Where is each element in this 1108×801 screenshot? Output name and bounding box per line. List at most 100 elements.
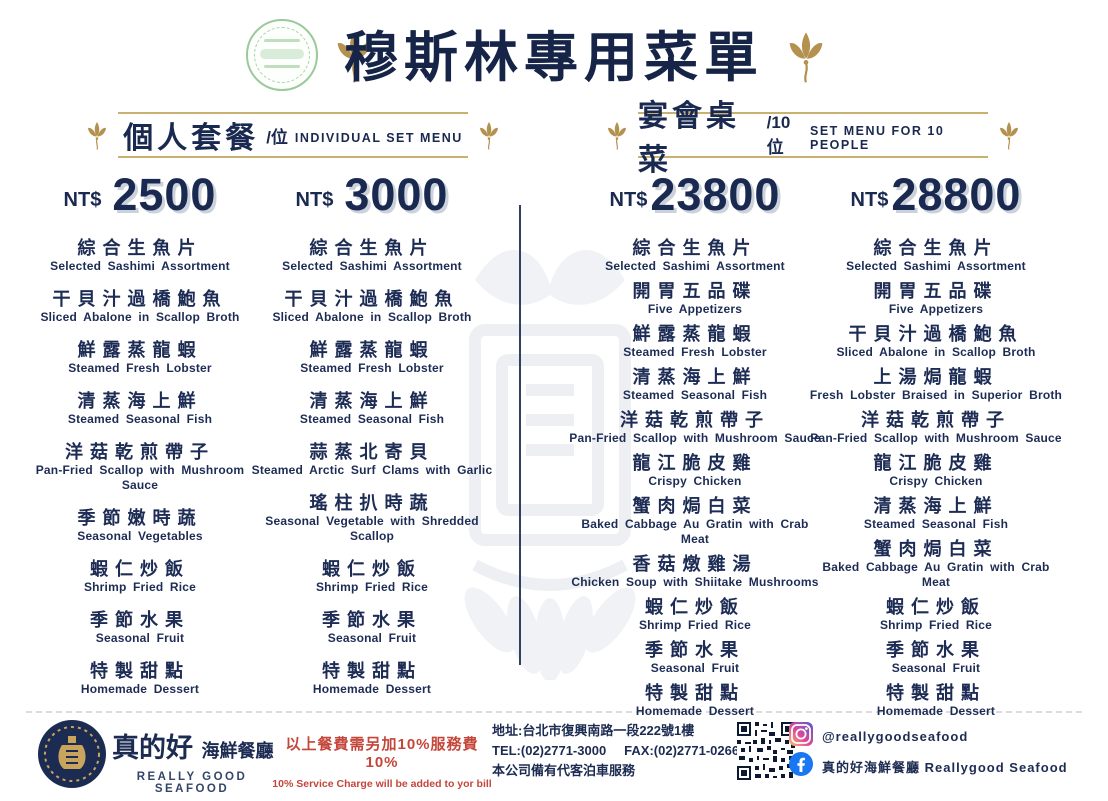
item-name-en: Pan-Fried Scallop with Mushroom Sauce	[569, 431, 821, 445]
menu-item: 開胃五品碟 Five Appetizers	[568, 281, 822, 317]
item-name-zh: 特製甜點	[322, 661, 422, 681]
item-name-zh: 清蒸海上鮮	[309, 391, 435, 411]
center-divider	[519, 205, 521, 665]
item-name-zh: 鮮露蒸龍蝦	[632, 324, 758, 344]
section-title-en: INDIVIDUAL SET MENU	[294, 131, 463, 145]
item-name-en: Baked Cabbage Au Gratin with Crab Meat	[581, 517, 809, 546]
valet-line: 本公司備有代客泊車服務	[492, 763, 636, 778]
item-name-en: Seasonal Fruit	[650, 661, 740, 675]
price-amount: 3000	[344, 169, 449, 220]
service-note: 以上餐費需另加10%服務費10% 10% Service Charge will…	[272, 733, 492, 790]
item-name-en: Steamed Arctic Surf Clams with Garlic	[251, 463, 493, 477]
banner-ornament-icon	[606, 120, 628, 150]
item-name-en: Chicken Soup with Shiitake Mushrooms	[571, 575, 819, 589]
price-amount: 23800	[650, 169, 781, 220]
item-name-zh: 特製甜點	[645, 683, 745, 703]
menu-item: 洋菇乾煎帶子 Pan-Fried Scallop with Mushroom S…	[568, 410, 822, 446]
menu-item: 干貝汁過橋鮑魚 Sliced Abalone in Scallop Broth	[16, 289, 264, 325]
menu-item: 鮮露蒸龍蝦 Steamed Fresh Lobster	[250, 340, 494, 376]
item-name-en: Shrimp Fried Rice	[315, 580, 429, 594]
menu-item-list: 綜合生魚片 Selected Sashimi Assortment 干貝汁過橋鮑…	[16, 238, 264, 697]
item-name-zh: 綜合生魚片	[632, 238, 758, 258]
price-currency: NT$	[850, 189, 889, 211]
menu-item: 蟹肉焗白菜 Baked Cabbage Au Gratin with Crab …	[568, 496, 822, 547]
brand-name-zh-main: 真的好	[112, 733, 193, 763]
item-name-zh: 洋菇乾煎帶子	[861, 410, 1011, 430]
menu-item: 干貝汁過橋鮑魚 Sliced Abalone in Scallop Broth	[250, 289, 494, 325]
menu-item: 開胃五品碟 Five Appetizers	[808, 281, 1064, 317]
menu-item: 蟹肉焗白菜 Baked Cabbage Au Gratin with Crab …	[808, 539, 1064, 590]
menu-item: 特製甜點 Homemade Dessert	[250, 661, 494, 697]
item-name-en: Selected Sashimi Assortment	[282, 259, 462, 273]
item-name-zh: 清蒸海上鮮	[632, 367, 758, 387]
item-name-zh: 蟹肉焗白菜	[873, 539, 999, 559]
item-name-zh: 特製甜點	[886, 683, 986, 703]
menu-item: 洋菇乾煎帶子 Pan-Fried Scallop with Mushroom S…	[16, 442, 264, 493]
price-amount: 28800	[891, 169, 1022, 220]
item-name-en: Pan-Fried Scallop with Mushroom Sauce	[810, 431, 1062, 445]
menu-item: 清蒸海上鮮 Steamed Seasonal Fish	[16, 391, 264, 427]
item-name-en: Homemade Dessert	[80, 682, 200, 696]
menu-item: 清蒸海上鮮 Steamed Seasonal Fish	[250, 391, 494, 427]
item-name-zh: 上湯焗龍蝦	[873, 367, 999, 387]
menu-item: 季節水果 Seasonal Fruit	[808, 640, 1064, 676]
menu-item-list: 綜合生魚片 Selected Sashimi Assortment 開胃五品碟 …	[568, 238, 822, 719]
instagram-link[interactable]: @reallygoodseafood	[789, 722, 968, 751]
item-name-en: Selected Sashimi Assortment	[846, 259, 1026, 273]
item-name-zh: 香菇燉雞湯	[632, 554, 758, 574]
menu-item: 鮮露蒸龍蝦 Steamed Fresh Lobster	[16, 340, 264, 376]
menu-item: 特製甜點 Homemade Dessert	[568, 683, 822, 719]
menu-item: 龍江脆皮雞 Crispy Chicken	[808, 453, 1064, 489]
item-name-zh: 開胃五品碟	[632, 281, 758, 301]
item-name-zh: 清蒸海上鮮	[873, 496, 999, 516]
item-name-en: Sliced Abalone in Scallop Broth	[272, 310, 472, 324]
item-name-en: Steamed Seasonal Fish	[863, 517, 1009, 531]
facebook-name: 真的好海鮮餐廳 Reallygood Seafood	[822, 760, 1068, 775]
menu-item: 季節水果 Seasonal Fruit	[568, 640, 822, 676]
item-name-zh: 綜合生魚片	[77, 238, 203, 258]
qr-code[interactable]	[737, 722, 795, 780]
item-name-en: Sliced Abalone in Scallop Broth	[836, 345, 1036, 359]
item-name-zh: 龍江脆皮雞	[632, 453, 758, 473]
menu-item: 清蒸海上鮮 Steamed Seasonal Fish	[808, 496, 1064, 532]
item-name-en: Shrimp Fried Rice	[879, 618, 993, 632]
section-banner-individual: 個人套餐 /位 INDIVIDUAL SET MENU	[86, 112, 500, 158]
price: NT$ 2500	[16, 168, 264, 218]
menu-item: 蝦仁炒飯 Shrimp Fried Rice	[250, 559, 494, 595]
facebook-link[interactable]: 真的好海鮮餐廳 Reallygood Seafood	[789, 752, 1068, 781]
item-name-en: Steamed Fresh Lobster	[68, 361, 212, 375]
item-name-zh: 干貝汁過橋鮑魚	[52, 289, 228, 309]
service-note-zh: 以上餐費需另加10%服務費10%	[285, 736, 479, 771]
item-name-en: Baked Cabbage Au Gratin with Crab Meat	[822, 560, 1050, 589]
phone-line: TEL:(02)2771-3000 FAX:(02)2771-0266	[492, 741, 742, 761]
brand-block: 真的好 海鮮餐廳 REALLY GOOD SEAFOOD	[112, 726, 273, 795]
facebook-icon	[789, 752, 813, 781]
item-name-zh: 季節水果	[886, 640, 986, 660]
item-name-en: Fresh Lobster Braised in Superior Broth	[809, 388, 1063, 402]
item-name-zh: 蝦仁炒飯	[90, 559, 190, 579]
item-name-en: Seasonal Vegetables	[77, 529, 203, 543]
item-name-en: Five Appetizers	[647, 302, 743, 316]
item-name-en: Selected Sashimi Assortment	[605, 259, 785, 273]
footer-separator	[26, 711, 1082, 713]
section-per-label: /10位	[766, 112, 791, 157]
item-name-zh: 季節水果	[90, 610, 190, 630]
menu-item: 季節嫩時蔬 Seasonal Vegetables	[16, 508, 264, 544]
section-banner-banquet: 宴會桌菜 /10位 SET MENU FOR 10 PEOPLE	[606, 100, 1020, 177]
menu-item: 鮮露蒸龍蝦 Steamed Fresh Lobster	[568, 324, 822, 360]
menu-item: 蝦仁炒飯 Shrimp Fried Rice	[16, 559, 264, 595]
menu-item: 特製甜點 Homemade Dessert	[808, 683, 1064, 719]
item-name-zh: 蝦仁炒飯	[322, 559, 422, 579]
item-name-zh: 蝦仁炒飯	[886, 597, 986, 617]
banner-ornament-icon	[998, 120, 1020, 150]
price-currency: NT$	[295, 189, 334, 211]
menu-item: 蝦仁炒飯 Shrimp Fried Rice	[808, 597, 1064, 633]
menu-item: 蝦仁炒飯 Shrimp Fried Rice	[568, 597, 822, 633]
page-title: 穆斯林專用菜單	[344, 28, 764, 88]
item-name-en: Seasonal Fruit	[891, 661, 981, 675]
item-name-zh: 洋菇乾煎帶子	[620, 410, 770, 430]
title-ornament-right-icon	[786, 28, 826, 84]
item-name-zh: 季節水果	[645, 640, 745, 660]
item-name-zh: 干貝汁過橋鮑魚	[848, 324, 1024, 344]
